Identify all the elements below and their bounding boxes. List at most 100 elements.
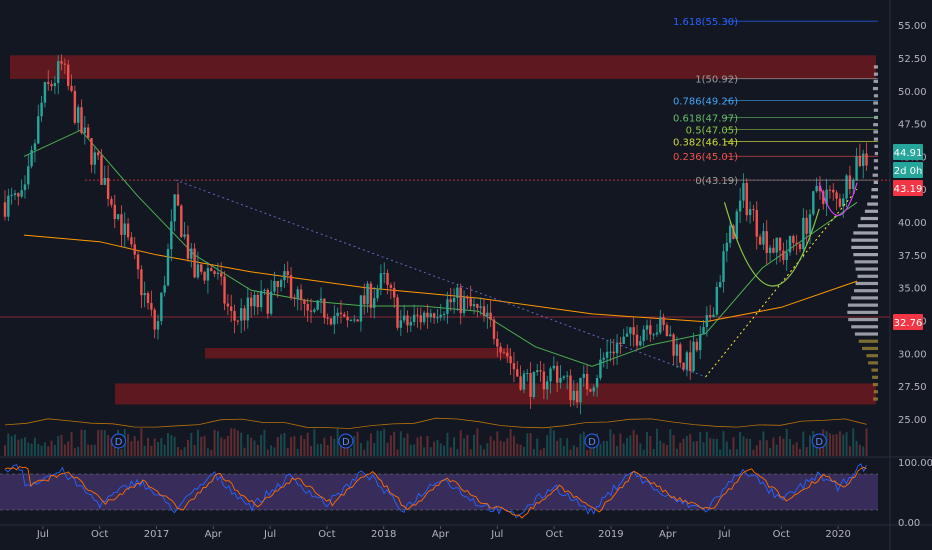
candle-body <box>449 299 452 303</box>
candle-body <box>7 195 10 217</box>
candle-body <box>489 312 492 320</box>
volume-bar <box>166 432 169 456</box>
candle-body <box>589 389 592 392</box>
volume-bar <box>755 445 758 456</box>
volume-bar <box>90 444 93 456</box>
candle-body <box>795 242 798 245</box>
candle-body <box>669 334 672 337</box>
candle-body <box>283 271 286 281</box>
candle-body <box>233 310 236 321</box>
volume-bar <box>463 438 466 456</box>
candle-body <box>765 231 768 254</box>
candle-body <box>665 324 669 337</box>
candle-body <box>426 312 429 318</box>
candle-body <box>166 249 170 286</box>
volume-bar <box>762 431 765 456</box>
candle-body <box>406 315 409 326</box>
price-badge <box>893 162 923 178</box>
candle-body <box>386 273 389 285</box>
volume-bar <box>379 430 382 456</box>
volume-bar <box>23 437 26 456</box>
volume-bar <box>652 449 655 456</box>
fib-levels: 1.618(55.30) 1(50.92) 0.786(49.26) 0.618(47… <box>673 17 878 187</box>
candle-body <box>599 359 602 379</box>
volume-bar <box>4 445 6 456</box>
candle-body <box>738 200 742 212</box>
volume-bar <box>107 435 110 456</box>
volume-bar <box>17 439 20 456</box>
time-tick-label: Oct <box>773 529 790 540</box>
candle-body <box>419 315 422 323</box>
candle-body <box>529 373 532 397</box>
volume-bar <box>110 437 113 456</box>
volume-bar <box>842 434 845 456</box>
candle-body <box>299 289 303 301</box>
candle-body <box>236 320 240 322</box>
candle-body <box>855 156 858 181</box>
price-badge <box>893 144 923 160</box>
candle-body <box>20 190 23 197</box>
volume-bar <box>396 449 399 456</box>
dividend-marker-label: D <box>588 437 596 448</box>
volume-profile-bar <box>868 361 878 365</box>
candle-body <box>542 371 546 390</box>
candle-body <box>253 294 256 307</box>
volume-bar <box>473 434 476 456</box>
volume-bar <box>389 435 392 456</box>
volume-profile-bar <box>857 224 878 228</box>
volume-profile-bar <box>873 180 878 185</box>
candle-body <box>346 316 349 321</box>
candle-body <box>123 223 126 235</box>
volume-bar <box>443 445 446 456</box>
candle-body <box>203 271 206 281</box>
candle-body <box>143 293 146 296</box>
candle-body <box>349 320 353 322</box>
time-tick-label: Jul <box>263 529 276 540</box>
volume-bar <box>373 443 376 456</box>
candle-body <box>396 297 399 328</box>
candle-body <box>486 312 489 316</box>
ma-short-line <box>23 129 858 367</box>
volume-profile-bar <box>871 368 878 372</box>
candle-body <box>622 336 625 344</box>
price-badges: 44.91 2d 0h 43.19 32.76 <box>893 144 923 330</box>
volume-bar <box>260 434 263 456</box>
volume-bar <box>206 448 209 456</box>
candle-body <box>502 352 506 354</box>
candle-body <box>722 251 725 282</box>
candle-body <box>848 175 852 190</box>
volume-bar <box>266 449 269 456</box>
oscillator-pane <box>0 463 878 519</box>
volume-bar <box>828 433 831 456</box>
candle-body <box>838 198 842 207</box>
candle-body <box>96 152 100 156</box>
candle-body <box>229 306 233 311</box>
candle-body <box>619 342 622 344</box>
volume-bar <box>602 441 605 456</box>
volume-bar <box>499 440 502 456</box>
candle-body <box>748 209 752 216</box>
volume-bar <box>323 437 326 456</box>
volume-bar <box>546 435 549 456</box>
candle-body <box>522 373 526 390</box>
volume-bar <box>719 449 722 456</box>
volume-bar <box>43 442 46 456</box>
candle-body <box>73 90 77 123</box>
candle-body <box>559 378 562 383</box>
time-tick-label: Jul <box>36 529 49 540</box>
candle-body <box>555 365 559 383</box>
time-axis[interactable]: Jul Oct 2017 Apr Jul Oct 2018 Apr Jul Oct 2019 Apr J… <box>36 526 851 540</box>
volume-bar <box>626 437 629 456</box>
volume-bar <box>97 430 100 456</box>
dividend-marker-circle <box>111 433 127 449</box>
price-tick-label: 40.00 <box>898 218 927 229</box>
candle-body <box>562 376 566 379</box>
candle-body <box>133 244 136 255</box>
volume-bar <box>103 430 106 456</box>
candle-body <box>672 334 675 356</box>
candle-body <box>705 314 709 327</box>
candle-body <box>785 252 788 261</box>
volume-bar <box>476 428 479 456</box>
candle-body <box>243 308 246 321</box>
